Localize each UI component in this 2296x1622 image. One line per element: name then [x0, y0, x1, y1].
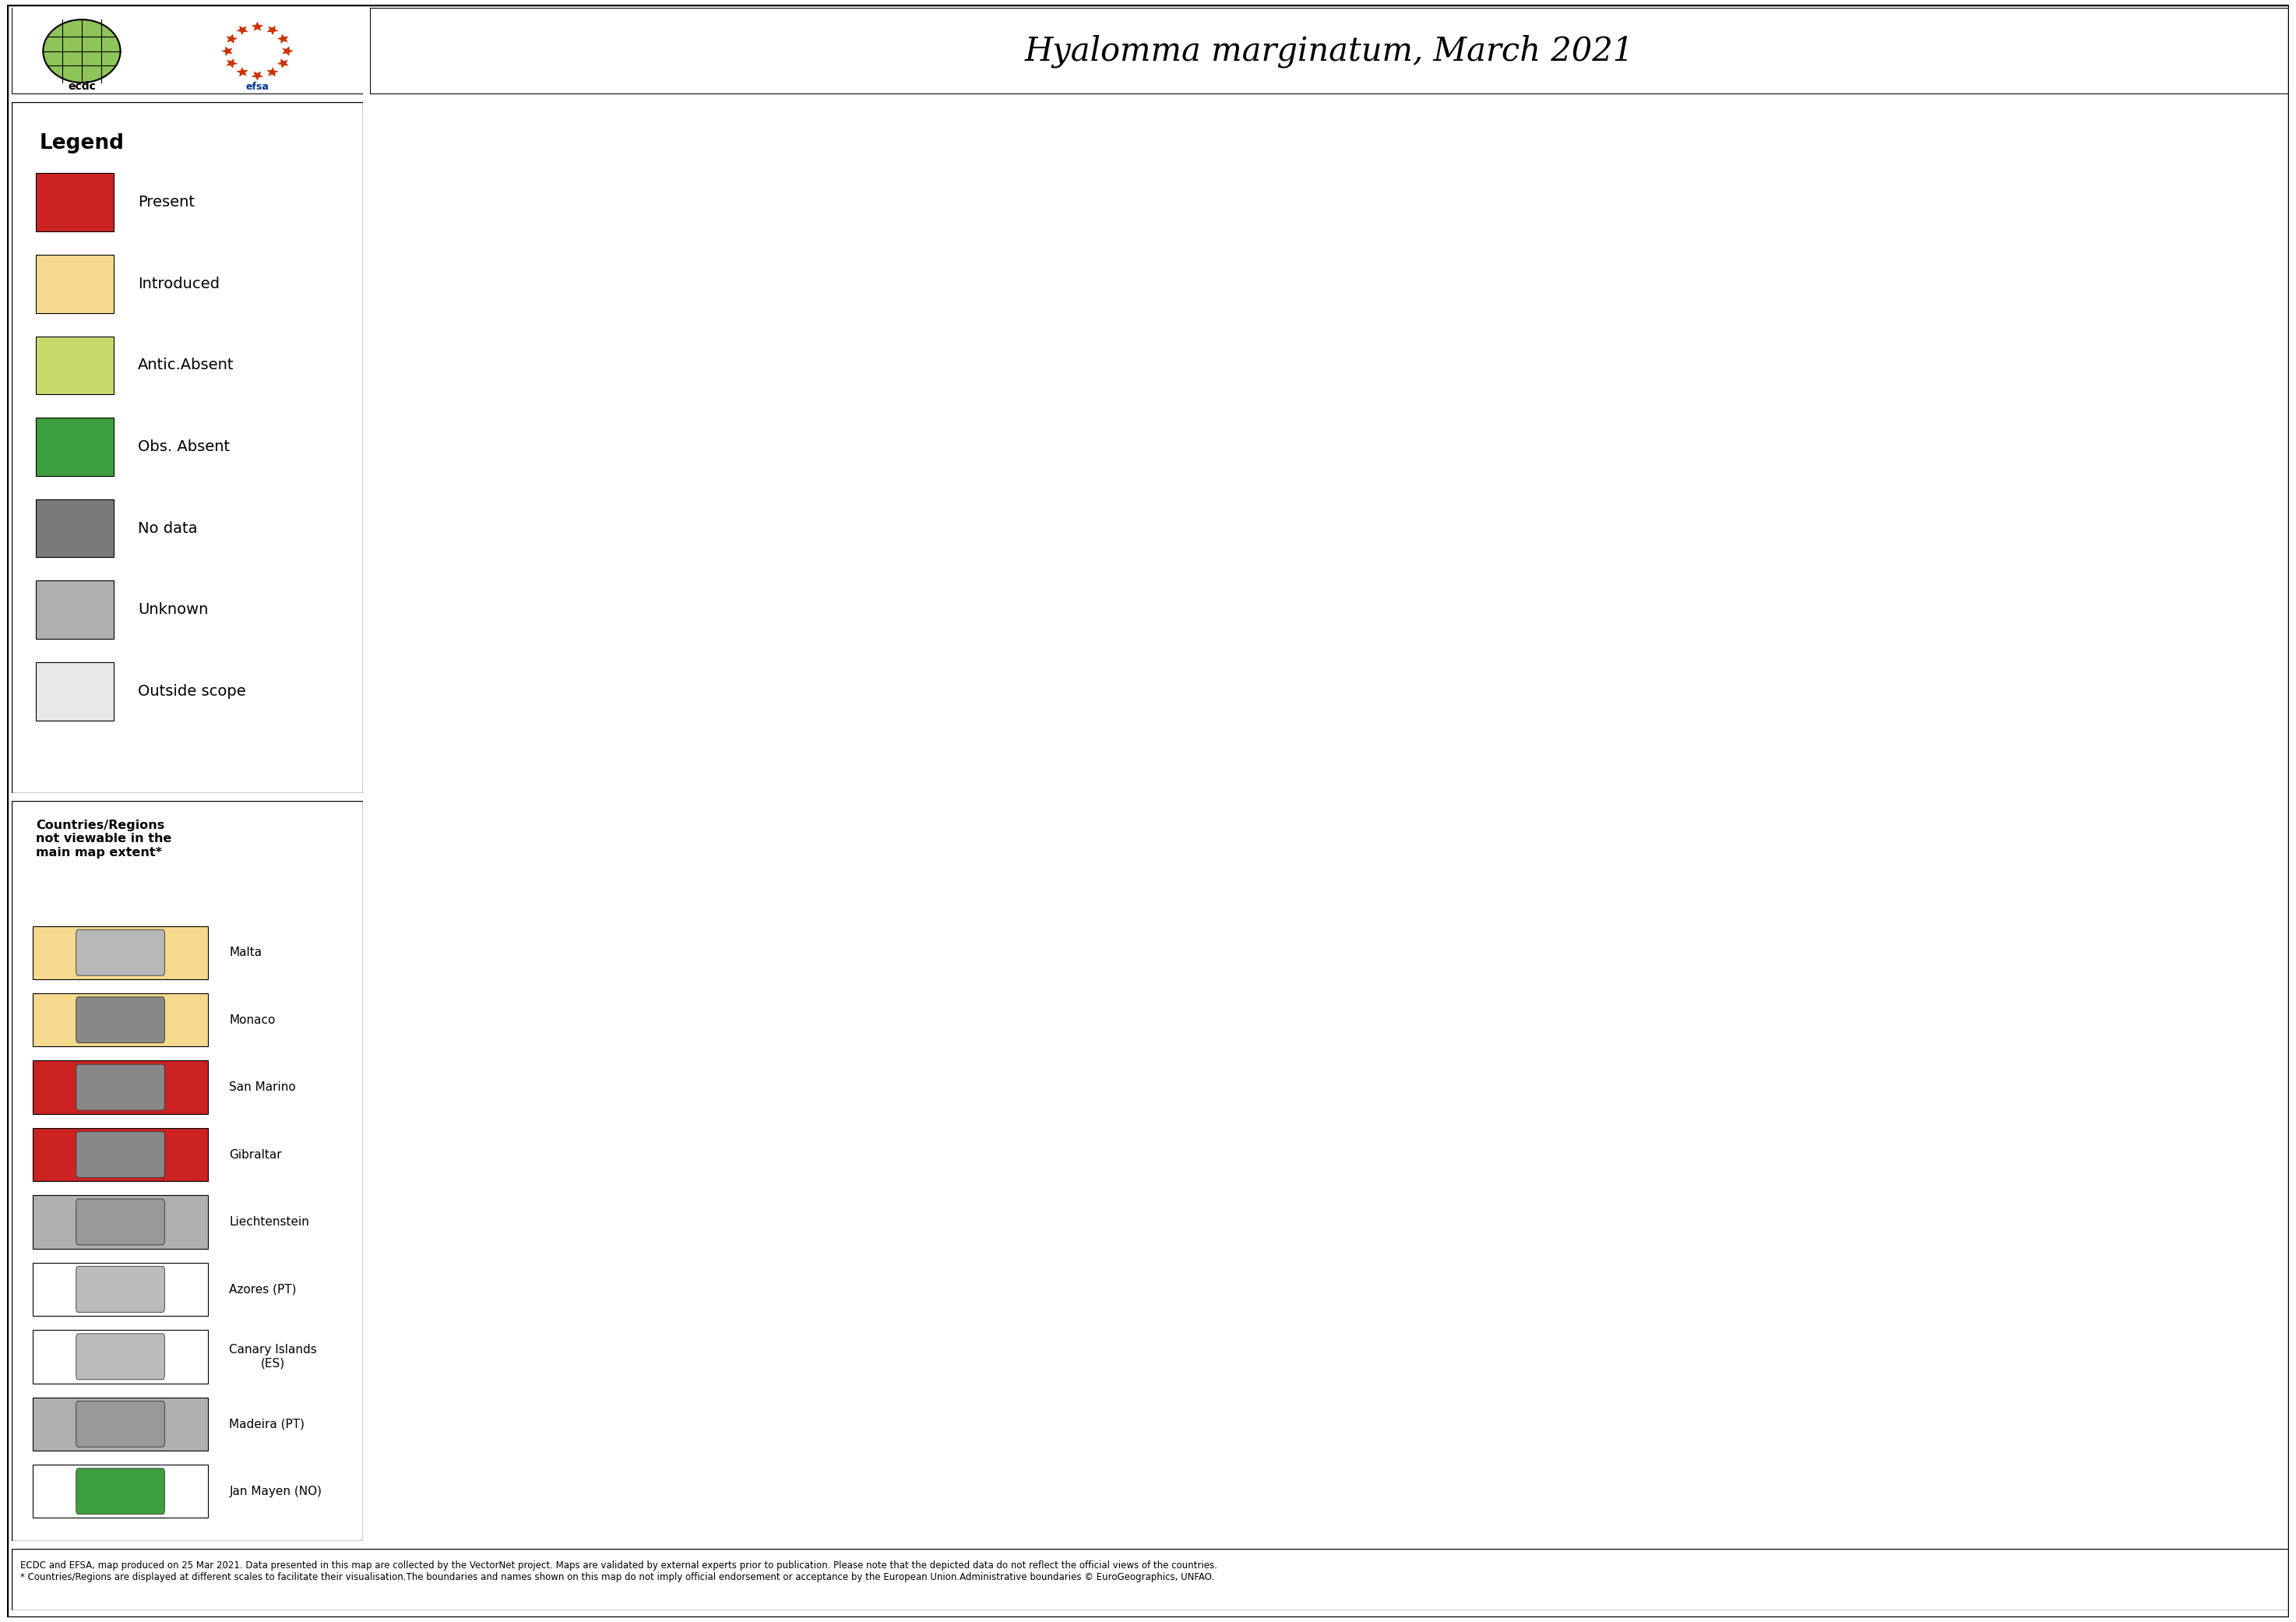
FancyBboxPatch shape — [32, 1262, 209, 1315]
Text: Present: Present — [138, 195, 195, 209]
FancyBboxPatch shape — [32, 1465, 209, 1518]
Text: Malta: Malta — [230, 947, 262, 959]
FancyBboxPatch shape — [32, 1330, 209, 1384]
FancyBboxPatch shape — [32, 1061, 209, 1114]
Polygon shape — [266, 26, 278, 36]
FancyBboxPatch shape — [32, 926, 209, 980]
Text: Antic.Absent: Antic.Absent — [138, 358, 234, 373]
Text: Monaco: Monaco — [230, 1014, 276, 1025]
FancyBboxPatch shape — [76, 1267, 165, 1312]
FancyBboxPatch shape — [76, 1401, 165, 1447]
FancyBboxPatch shape — [76, 1333, 165, 1380]
FancyBboxPatch shape — [37, 581, 113, 639]
Polygon shape — [266, 67, 278, 76]
Text: San Marino: San Marino — [230, 1082, 296, 1093]
FancyBboxPatch shape — [37, 500, 113, 558]
Text: Gibraltar: Gibraltar — [230, 1148, 282, 1160]
FancyBboxPatch shape — [32, 1397, 209, 1450]
FancyBboxPatch shape — [37, 255, 113, 313]
FancyBboxPatch shape — [32, 993, 209, 1046]
Polygon shape — [220, 45, 232, 57]
FancyBboxPatch shape — [32, 1127, 209, 1181]
Polygon shape — [282, 45, 294, 57]
Text: Unknown: Unknown — [138, 602, 209, 616]
Polygon shape — [278, 58, 289, 68]
Text: Azores (PT): Azores (PT) — [230, 1283, 296, 1294]
Polygon shape — [225, 34, 239, 44]
Polygon shape — [278, 34, 289, 44]
FancyBboxPatch shape — [32, 1195, 209, 1249]
Polygon shape — [236, 67, 248, 76]
FancyBboxPatch shape — [76, 1064, 165, 1109]
Text: Obs. Absent: Obs. Absent — [138, 440, 230, 454]
FancyBboxPatch shape — [37, 174, 113, 232]
Text: ecdc: ecdc — [69, 81, 96, 92]
FancyBboxPatch shape — [76, 1468, 165, 1515]
Text: Hyalomma marginatum, March 2021: Hyalomma marginatum, March 2021 — [1024, 34, 1635, 68]
FancyBboxPatch shape — [76, 1199, 165, 1246]
Polygon shape — [236, 26, 248, 36]
Text: Canary Islands
(ES): Canary Islands (ES) — [230, 1345, 317, 1369]
FancyBboxPatch shape — [37, 336, 113, 394]
Text: Countries/Regions
not viewable in the
main map extent*: Countries/Regions not viewable in the ma… — [37, 819, 172, 858]
Polygon shape — [250, 71, 264, 81]
Text: efsa: efsa — [246, 81, 269, 92]
Text: Legend: Legend — [39, 133, 124, 154]
Text: No data: No data — [138, 521, 197, 535]
FancyBboxPatch shape — [37, 662, 113, 720]
Text: ECDC and EFSA, map produced on 25 Mar 2021. Data presented in this map are colle: ECDC and EFSA, map produced on 25 Mar 20… — [21, 1560, 1217, 1581]
FancyBboxPatch shape — [76, 998, 165, 1043]
Text: Liechtenstein: Liechtenstein — [230, 1216, 310, 1228]
FancyBboxPatch shape — [76, 1132, 165, 1178]
Polygon shape — [250, 21, 264, 31]
Circle shape — [44, 19, 119, 83]
Text: Jan Mayen (NO): Jan Mayen (NO) — [230, 1486, 321, 1497]
Text: Outside scope: Outside scope — [138, 684, 246, 699]
Polygon shape — [225, 58, 239, 68]
FancyBboxPatch shape — [37, 418, 113, 475]
FancyBboxPatch shape — [76, 929, 165, 975]
Text: Madeira (PT): Madeira (PT) — [230, 1418, 305, 1431]
Text: Introduced: Introduced — [138, 276, 220, 292]
